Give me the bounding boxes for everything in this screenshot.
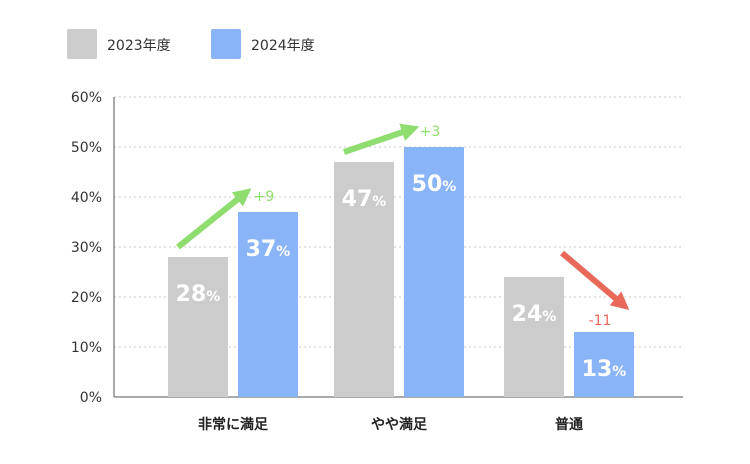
bar-value-label: 24% — [512, 302, 557, 327]
y-tick-label: 30% — [71, 240, 102, 256]
bar-0-0 — [168, 257, 228, 397]
bar-value-number: 24 — [512, 302, 543, 327]
bar-1-1 — [404, 147, 464, 397]
bars: 28%37%47%50%24%13% — [168, 147, 634, 397]
bar-value-label: 47% — [342, 187, 387, 212]
y-tick-label: 0% — [80, 390, 102, 406]
bar-2-1 — [574, 332, 634, 397]
bar-value-number: 13 — [582, 357, 613, 382]
bar-0-1 — [238, 212, 298, 397]
x-axis: 非常に満足 やや満足 普通 — [198, 416, 583, 433]
y-tick-label: 40% — [71, 190, 102, 206]
x-tick-label: やや満足 — [371, 416, 428, 433]
bar-value-suffix: % — [612, 364, 626, 380]
x-tick-label: 非常に満足 — [198, 416, 269, 433]
bar-value-suffix: % — [206, 289, 220, 305]
bar-value-label: 13% — [582, 357, 627, 382]
bar-value-label: 28% — [176, 282, 221, 307]
change-label: +9 — [254, 189, 275, 205]
change-label: -11 — [589, 313, 612, 329]
bar-value-number: 50 — [412, 172, 443, 197]
legend-swatch-1 — [211, 29, 241, 59]
bar-value-suffix: % — [276, 244, 290, 260]
bar-value-number: 37 — [246, 237, 277, 262]
legend-swatch-0 — [67, 29, 97, 59]
legend-label-0: 2023年度 — [107, 38, 171, 54]
change-arrow-down — [560, 250, 630, 310]
y-tick-label: 50% — [71, 140, 102, 156]
legend-label-1: 2024年度 — [251, 38, 315, 54]
bar-value-suffix: % — [372, 194, 386, 210]
change-indicators: +9 +3 -11 — [176, 123, 630, 329]
bar-2-0 — [504, 277, 564, 397]
legend: 2023年度 2024年度 — [67, 29, 315, 59]
bar-value-number: 47 — [342, 187, 373, 212]
y-tick-label: 60% — [71, 90, 102, 106]
change-label: +3 — [420, 124, 441, 140]
bar-value-label: 37% — [246, 237, 291, 262]
x-tick-label: 普通 — [555, 416, 583, 433]
bar-value-suffix: % — [542, 309, 556, 325]
bar-1-0 — [334, 162, 394, 397]
y-tick-label: 10% — [71, 340, 102, 356]
change-arrow-up — [343, 123, 420, 155]
bar-value-suffix: % — [442, 179, 456, 195]
y-tick-label: 20% — [71, 290, 102, 306]
change-arrow-up — [176, 188, 252, 250]
bar-value-number: 28 — [176, 282, 207, 307]
bar-value-label: 50% — [412, 172, 457, 197]
